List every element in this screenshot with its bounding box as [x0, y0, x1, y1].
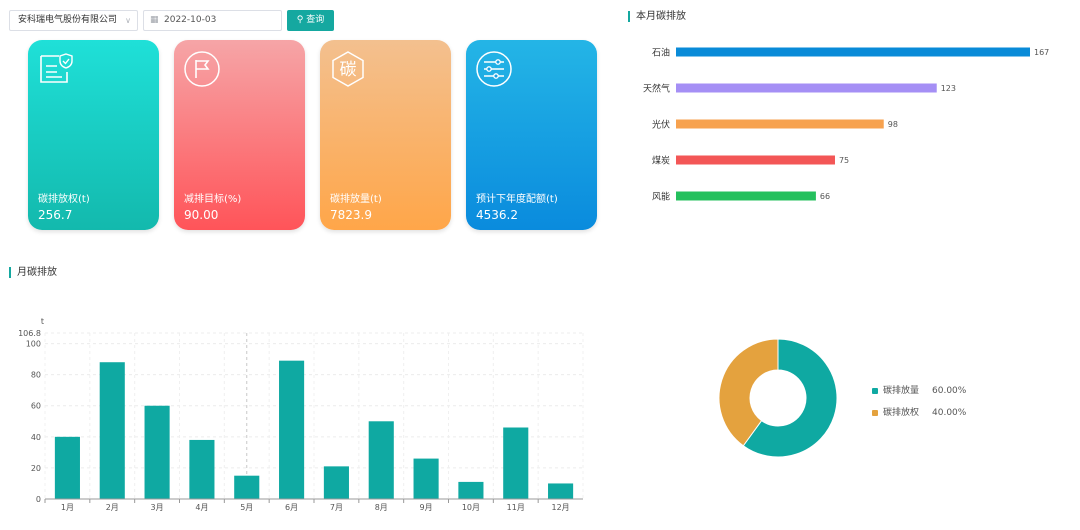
hbar-value-label: 123 [941, 84, 956, 93]
sliders-icon [476, 51, 512, 87]
donut-slice [742, 338, 838, 458]
x-tick-label: 9月 [420, 503, 433, 512]
y-tick-label: 106.8 [18, 329, 41, 338]
section-title-month-carbon: 本月碳排放 [628, 11, 686, 22]
month-bar [144, 405, 170, 499]
legend-swatch [872, 388, 878, 394]
x-tick-label: 10月 [462, 503, 480, 512]
date-value: 2022-10-03 [164, 15, 217, 25]
y-tick-label: 20 [31, 464, 41, 473]
document-shield-icon [40, 53, 73, 83]
month-bar [548, 483, 574, 499]
legend-item[interactable]: 碳排放量 60.00% [872, 380, 966, 402]
month-bar [279, 360, 305, 499]
hbar-value-label: 167 [1034, 48, 1049, 57]
hbar-bar [676, 191, 816, 201]
month-bar [323, 466, 349, 499]
y-tick-label: 60 [31, 402, 41, 411]
month-bar [189, 439, 215, 499]
y-tick-label: 100 [26, 340, 41, 349]
x-tick-label: 7月 [330, 503, 343, 512]
hbar-bar [676, 119, 884, 129]
legend-percent: 40.00% [932, 408, 967, 418]
calendar-icon: ▦ [150, 15, 159, 25]
carbon-char-text: 碳 [340, 60, 357, 80]
card-value: 90.00 [184, 208, 219, 222]
card-value: 7823.9 [330, 208, 372, 222]
x-tick-label: 6月 [285, 503, 298, 512]
donut-legend: 碳排放量 60.00% 碳排放权 40.00% [872, 380, 966, 424]
card-next-year-quota: 预计下年度配额(t) 4536.2 [466, 40, 597, 230]
legend-swatch [872, 410, 878, 416]
x-tick-label: 2月 [106, 503, 119, 512]
chevron-down-icon: ∨ [125, 16, 131, 25]
hbar-category-label: 风能 [652, 191, 670, 203]
month-bar [413, 458, 439, 499]
legend-label: 碳排放权 [883, 408, 920, 418]
hbar-category-label: 煤炭 [652, 155, 670, 167]
hbar-value-label: 98 [888, 120, 898, 129]
card-value: 256.7 [38, 208, 73, 222]
card-carbon-allowance: 碳排放权(t) 256.7 [28, 40, 159, 230]
hbar-value-label: 75 [839, 156, 849, 165]
card-value: 4536.2 [476, 208, 518, 222]
card-label: 减排目标(%) [184, 194, 242, 205]
x-tick-label: 3月 [151, 503, 164, 512]
x-tick-label: 4月 [195, 503, 208, 512]
month-bar [503, 427, 529, 499]
company-select-value: 安科瑞电气股份有限公司 [18, 15, 118, 25]
search-button-label: 查询 [306, 15, 325, 25]
y-tick-label: 0 [36, 495, 41, 504]
company-select[interactable]: 安科瑞电气股份有限公司 ∨ [9, 10, 138, 31]
hbar-category-label: 光伏 [652, 119, 670, 131]
card-carbon-emission: 碳 碳排放量(t) 7823.9 [320, 40, 451, 230]
legend-label: 碳排放量 [883, 386, 920, 396]
card-reduction-target: 减排目标(%) 90.00 [174, 40, 305, 230]
hbar-category-label: 天然气 [643, 83, 670, 95]
hbar-bar [676, 83, 937, 93]
month-bar [458, 481, 484, 499]
month-bar [99, 362, 125, 499]
month-bar [234, 475, 260, 499]
flag-icon [184, 51, 220, 87]
carbon-char-icon: 碳 [332, 51, 364, 87]
y-axis-unit: t [41, 317, 44, 326]
legend-item[interactable]: 碳排放权 40.00% [872, 402, 966, 424]
hbar-bar [676, 47, 1030, 57]
x-tick-label: 5月 [240, 503, 253, 512]
search-button[interactable]: ⚲ 查询 [287, 10, 334, 31]
legend-percent: 60.00% [932, 386, 967, 396]
hbar-value-label: 66 [820, 192, 830, 201]
hbar-category-label: 石油 [652, 47, 670, 59]
card-label: 预计下年度配额(t) [476, 194, 558, 205]
search-icon: ⚲ [296, 15, 304, 25]
month-bar [54, 436, 80, 499]
y-tick-label: 80 [31, 371, 41, 380]
donut-slice [718, 338, 779, 447]
date-picker[interactable]: ▦ 2022-10-03 [143, 10, 282, 31]
x-tick-label: 11月 [507, 503, 525, 512]
x-tick-label: 12月 [551, 503, 569, 512]
x-tick-label: 8月 [375, 503, 388, 512]
y-tick-label: 40 [31, 433, 41, 442]
month-bar [368, 421, 394, 499]
hbar-bar [676, 155, 835, 165]
section-title-monthly-carbon: 月碳排放 [9, 267, 57, 278]
card-label: 碳排放量(t) [330, 194, 382, 205]
x-tick-label: 1月 [61, 503, 74, 512]
card-label: 碳排放权(t) [38, 194, 90, 205]
